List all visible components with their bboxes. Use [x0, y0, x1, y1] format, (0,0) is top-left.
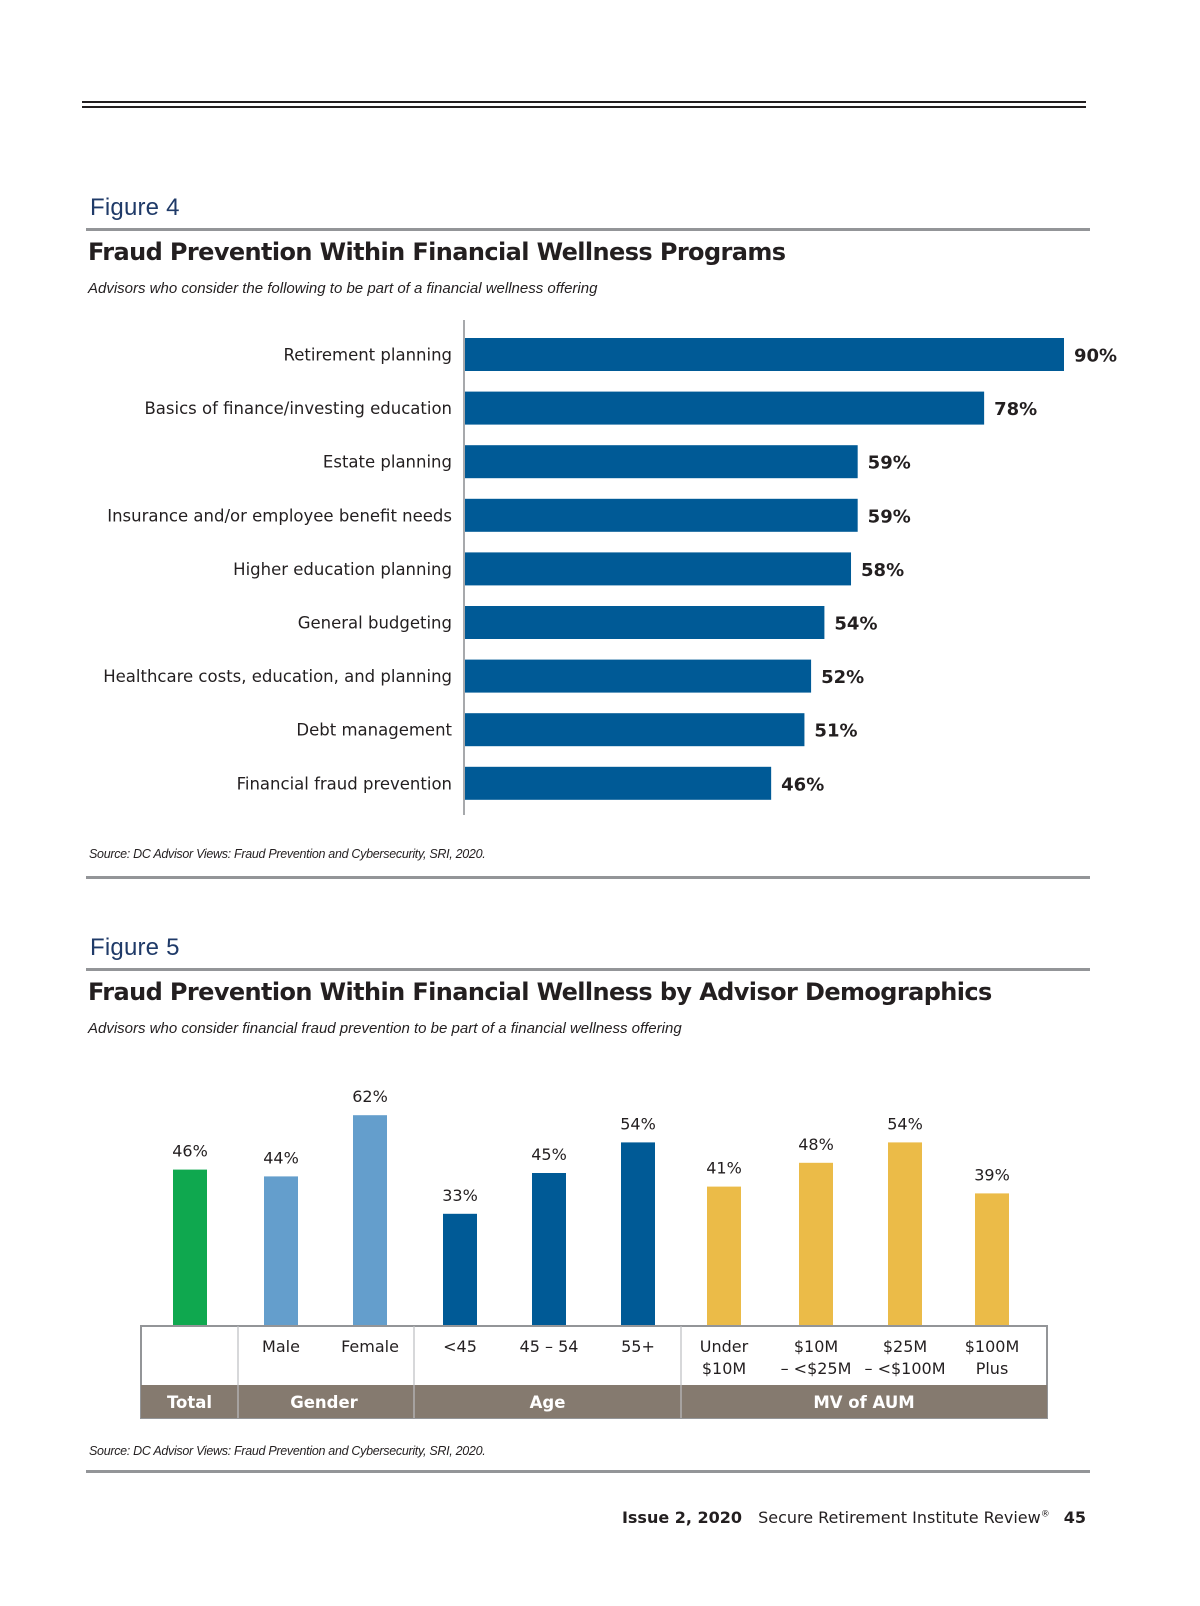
- data-label: 90%: [1074, 346, 1117, 367]
- category-label: Financial fraud prevention: [237, 774, 452, 793]
- category-label: Retirement planning: [284, 346, 453, 365]
- bar: [353, 1115, 387, 1326]
- data-label: 54%: [620, 1114, 656, 1133]
- bar: [264, 1176, 298, 1326]
- data-label: 58%: [861, 560, 904, 581]
- category-label: Basics of finance/investing education: [144, 399, 452, 418]
- bar: [465, 606, 825, 639]
- category-label: Insurance and/or employee benefit needs: [107, 506, 452, 525]
- header-rule-top: [82, 101, 1086, 103]
- bar: [465, 445, 858, 479]
- figure5-divider: [86, 968, 1090, 971]
- category-label: – <$100M: [864, 1359, 945, 1378]
- figure4-chart: Retirement planning 90% Basics of finance/…: [103, 320, 1117, 815]
- data-label: 59%: [868, 506, 911, 527]
- footer-issue: Issue 2, 2020: [621, 1508, 743, 1527]
- data-label: 54%: [834, 614, 877, 635]
- figure5-title: Fraud Prevention Within Financial Wellne…: [88, 978, 992, 1006]
- data-label: 78%: [994, 399, 1037, 420]
- figure5-label: Figure 5: [90, 934, 180, 961]
- category-label: 45 – 54: [520, 1337, 579, 1356]
- footer-publication: Secure Retirement Institute Review: [758, 1508, 1041, 1527]
- bar: [888, 1142, 922, 1326]
- figure4-subtitle: Advisors who consider the following to b…: [88, 280, 598, 297]
- figure5-bottom-rule: [86, 1470, 1090, 1473]
- category-label: <45: [443, 1337, 477, 1356]
- group-header-label: Age: [530, 1393, 566, 1412]
- data-label: 54%: [887, 1114, 923, 1133]
- bar: [532, 1173, 566, 1326]
- figure4-divider: [86, 228, 1090, 231]
- bar: [443, 1213, 477, 1326]
- group-header-label: Gender: [290, 1393, 358, 1412]
- data-label: 41%: [706, 1159, 742, 1178]
- figure4-source: Source: DC Advisor Views: Fraud Preventi…: [89, 847, 486, 861]
- data-label: 52%: [821, 667, 864, 688]
- data-label: 45%: [531, 1145, 567, 1164]
- data-label: 48%: [798, 1135, 834, 1154]
- data-label: 62%: [352, 1087, 388, 1106]
- bar: [707, 1186, 741, 1326]
- category-label: Higher education planning: [233, 560, 452, 579]
- data-label: 44%: [263, 1148, 299, 1167]
- figure4-bottom-rule: [86, 876, 1090, 879]
- bar: [465, 713, 805, 747]
- group-header-band: [141, 1385, 1047, 1418]
- category-label: $25M: [883, 1337, 927, 1356]
- category-label: $100M: [965, 1337, 1020, 1356]
- bar: [975, 1193, 1009, 1326]
- data-label: 59%: [868, 453, 911, 474]
- footer-registered-mark: ®: [1040, 1509, 1050, 1520]
- category-label: Healthcare costs, education, and plannin…: [103, 667, 452, 686]
- bar: [465, 659, 812, 693]
- group-header-label: MV of AUM: [813, 1393, 914, 1412]
- category-label: Male: [262, 1337, 300, 1356]
- figure5-source: Source: DC Advisor Views: Fraud Preventi…: [89, 1444, 486, 1458]
- category-label: General budgeting: [298, 614, 452, 633]
- bar: [799, 1162, 833, 1326]
- footer-page-number: 45: [1063, 1508, 1086, 1527]
- data-label: 39%: [974, 1165, 1010, 1184]
- category-label: Female: [341, 1337, 399, 1356]
- category-label: Plus: [976, 1359, 1009, 1378]
- category-label: Estate planning: [323, 453, 452, 472]
- bar: [465, 552, 852, 586]
- figure5-chart: 46% 44% 62% 33% 45% 54% 41% 48% 54% 39% Male Female…: [140, 1087, 1048, 1419]
- category-label: – <$25M: [781, 1359, 852, 1378]
- bar: [465, 338, 1064, 371]
- data-label: 33%: [442, 1186, 478, 1205]
- category-label: Debt management: [296, 721, 452, 740]
- category-label: $10M: [794, 1337, 838, 1356]
- data-label: 46%: [781, 774, 824, 795]
- category-label: 55+: [621, 1337, 655, 1356]
- page-footer: Issue 2, 2020 Secure Retirement Institute…: [622, 1508, 1086, 1527]
- data-label: 46%: [172, 1142, 208, 1161]
- bar: [465, 391, 985, 425]
- bar: [465, 498, 858, 532]
- figure4-label: Figure 4: [90, 194, 180, 221]
- bar: [465, 766, 772, 800]
- group-header-label: Total: [167, 1393, 212, 1412]
- category-label: $10M: [702, 1359, 746, 1378]
- header-rule-bottom: [82, 106, 1086, 108]
- figure4-title: Fraud Prevention Within Financial Wellne…: [88, 238, 786, 266]
- figure5-subtitle: Advisors who consider financial fraud pr…: [88, 1020, 682, 1037]
- bar: [621, 1142, 655, 1326]
- category-label: Under: [700, 1337, 749, 1356]
- data-label: 51%: [814, 721, 857, 742]
- bar: [173, 1169, 207, 1326]
